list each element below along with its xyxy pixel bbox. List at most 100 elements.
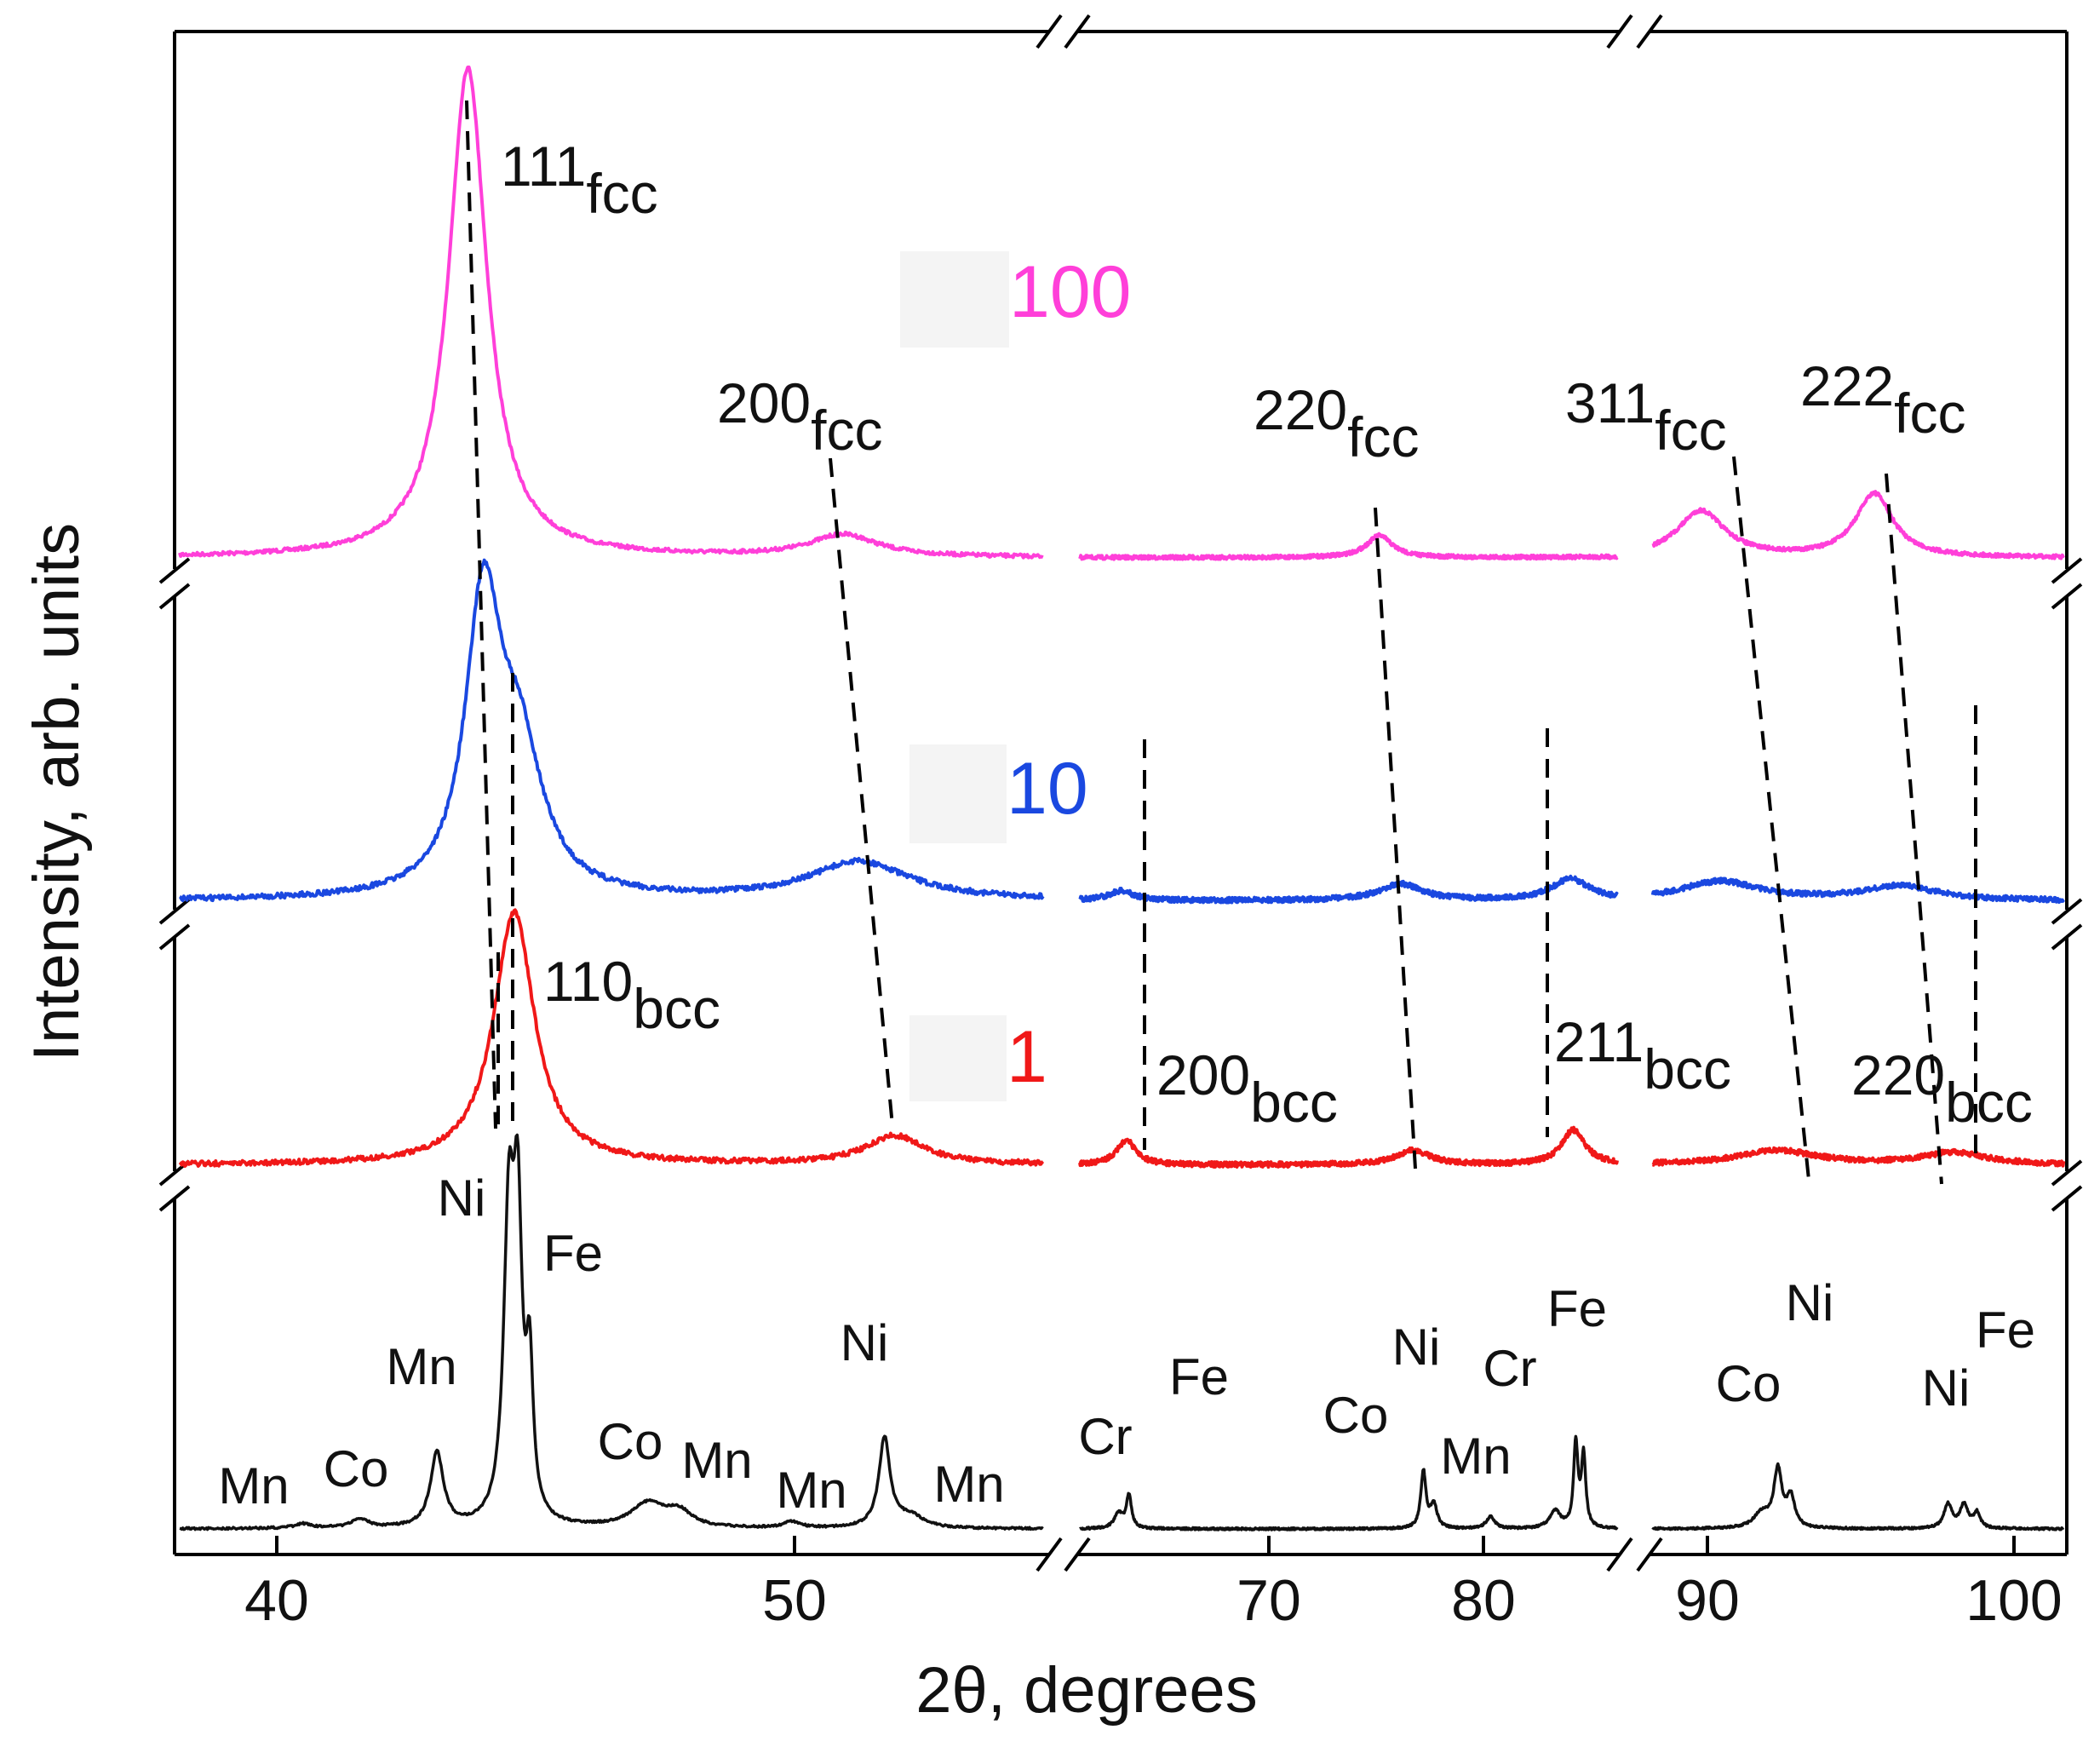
peak-label-220fcc: 220fcc [1254, 378, 1419, 468]
spectra [178, 65, 2066, 1531]
sample-label-100: 100 [1009, 251, 1132, 333]
break-mark [158, 583, 191, 610]
element-label: Co [598, 1413, 663, 1470]
peak-label-main: 222 [1800, 354, 1894, 417]
sample-label-box [909, 1015, 1007, 1101]
break-mark [2051, 898, 2083, 925]
x-tick-label: 50 [762, 1568, 827, 1633]
series-line-10-seg3 [1650, 876, 2065, 905]
element-label: Co [1716, 1355, 1782, 1412]
x-tick-label: 100 [1965, 1568, 2062, 1633]
series-line-1-seg2 [1078, 1125, 1619, 1169]
break-mark [1636, 14, 1663, 49]
series-line-10-seg1 [178, 558, 1045, 903]
peak-label-111fcc: 111fcc [501, 135, 658, 225]
element-label: Fe [1547, 1280, 1607, 1337]
peak-label-main: 220 [1254, 378, 1347, 441]
break-mark [1636, 1537, 1663, 1572]
sample-label-1: 1 [1007, 1016, 1047, 1098]
peak-label-sub: fcc [586, 162, 657, 225]
peak-label-311fcc: 311fcc [1565, 371, 1727, 462]
element-label: Ni [1786, 1274, 1834, 1331]
series-line-100-seg2 [1078, 532, 1619, 561]
break-mark [1606, 14, 1633, 49]
element-label: Co [1323, 1387, 1389, 1444]
break-mark [2051, 557, 2083, 584]
peak-label-main: 110 [543, 950, 633, 1013]
break-mark [158, 1185, 191, 1212]
break-mark [158, 923, 191, 951]
series-line-1-seg3 [1651, 1146, 2066, 1168]
sample-label-10: 10 [1007, 748, 1088, 830]
break-mark [1036, 1537, 1063, 1572]
peak-guide-lines [465, 100, 1977, 1185]
element-label: Mn [1440, 1428, 1511, 1485]
break-mark [2051, 583, 2083, 610]
y-axis-title: Intensity, arb. units [20, 523, 93, 1061]
peak-label-sub: bcc [633, 977, 720, 1040]
x-tick-label: 90 [1675, 1568, 1740, 1633]
plot-frame [173, 30, 2068, 1556]
series-line-elemental-powder-mixture-seg2 [1078, 1434, 1619, 1531]
peak-label-222fcc: 222fcc [1800, 354, 1965, 445]
element-label: Fe [1976, 1302, 2035, 1359]
peak-label-sub: fcc [1347, 405, 1419, 468]
break-mark [1064, 14, 1091, 49]
break-mark [2051, 1159, 2083, 1187]
peak-label-main: 200 [717, 371, 811, 434]
peak-label-211bcc: 211bcc [1554, 1010, 1731, 1100]
element-label: Ni [438, 1169, 486, 1227]
axis-break-marks [158, 14, 2083, 1572]
peak-label-sub: bcc [1945, 1071, 2033, 1134]
x-axis-title: 2θ, degrees [915, 1654, 1257, 1727]
element-label: Mn [933, 1456, 1004, 1513]
element-label: Ni [1922, 1359, 1971, 1417]
peak-label-main: 311 [1565, 371, 1655, 434]
element-label: Ni [1392, 1319, 1441, 1376]
x-axis-ticks [275, 1536, 2016, 1554]
break-mark [158, 557, 191, 584]
guide-220fcc [1374, 507, 1417, 1169]
element-label: Mn [776, 1462, 846, 1519]
x-tick-label: 70 [1236, 1568, 1301, 1633]
peak-label-sub: bcc [1250, 1071, 1338, 1134]
guide-311fcc [1732, 456, 1810, 1181]
series-line-100-seg1 [178, 65, 1044, 560]
x-tick-label: 80 [1451, 1568, 1516, 1633]
peak-label-sub: fcc [1894, 382, 1965, 445]
peak-label-main: 220 [1851, 1043, 1945, 1106]
element-label: Co [324, 1440, 389, 1497]
x-tick-labels: 40 50 70 80 90 100 [244, 1568, 2063, 1633]
guide-222fcc [1885, 473, 1943, 1185]
element-label: Fe [1169, 1348, 1229, 1405]
peak-label-sub: fcc [1655, 399, 1726, 462]
element-labels: Mn Co Mn Ni Fe Co Mn Mn Ni Mn Cr Fe Co N… [218, 1169, 2035, 1519]
element-label: Fe [543, 1225, 603, 1282]
break-mark [158, 898, 191, 925]
series-line-elemental-powder-mixture-seg1 [179, 1133, 1044, 1531]
break-mark [1036, 14, 1063, 49]
peak-label-main: 200 [1156, 1043, 1250, 1106]
x-tick-label: 40 [244, 1568, 309, 1633]
sample-label-box [909, 744, 1007, 843]
peak-label-110bcc: 110bcc [543, 950, 720, 1040]
reflection-labels: 111fcc 200fcc 220fcc 311fcc 222fcc 110bc… [501, 135, 2033, 1134]
peak-label-main: 211 [1554, 1010, 1644, 1073]
peak-label-200fcc: 200fcc [717, 371, 882, 462]
break-mark [2051, 1185, 2083, 1212]
sample-label-box [900, 251, 1009, 348]
guide-111fcc [465, 100, 497, 1129]
series-line-100-seg3 [1651, 490, 2065, 560]
break-mark [2051, 923, 2083, 951]
guide-200fcc [829, 457, 894, 1127]
element-label: Mn [218, 1457, 289, 1514]
peak-label-sub: fcc [811, 399, 882, 462]
element-label: Cr [1483, 1340, 1536, 1397]
element-label: Mn [386, 1338, 456, 1395]
element-label: Mn [681, 1432, 752, 1489]
peak-label-200bcc: 200bcc [1156, 1043, 1338, 1134]
series-line-10-seg2 [1078, 874, 1619, 905]
series-line-elemental-powder-mixture-seg3 [1651, 1462, 2065, 1531]
peak-label-main: 111 [501, 135, 586, 198]
